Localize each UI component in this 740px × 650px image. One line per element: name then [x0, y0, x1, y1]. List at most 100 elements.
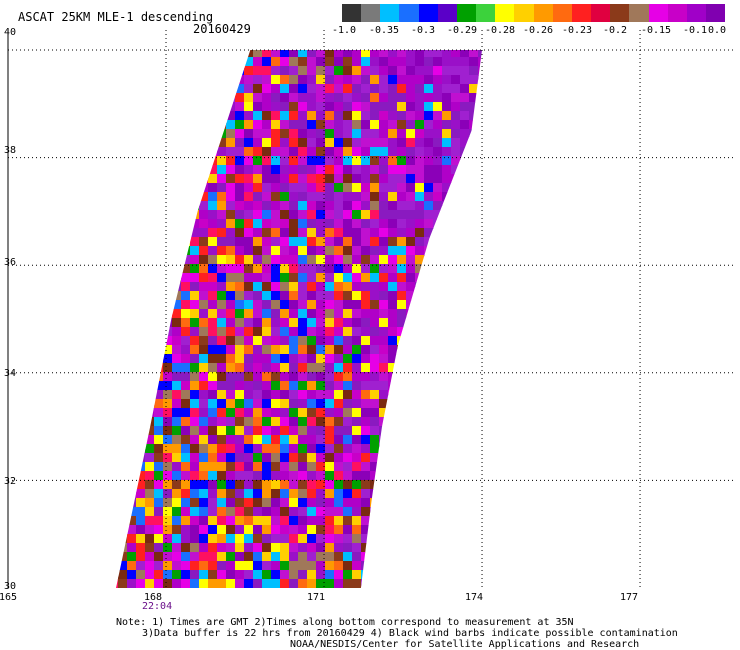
- swath-cell: [514, 588, 524, 598]
- swath-cell: [145, 147, 155, 157]
- swath-cell: [145, 39, 155, 49]
- swath-cell: [424, 345, 434, 355]
- swath-cell: [235, 156, 245, 166]
- swath-cell: [235, 219, 245, 229]
- swath-cell: [118, 534, 128, 544]
- swath-cell: [397, 435, 407, 445]
- swath-cell: [361, 381, 371, 391]
- swath-cell: [244, 318, 254, 328]
- swath-cell: [116, 372, 119, 382]
- swath-cell: [244, 462, 254, 472]
- swath-cell: [271, 174, 281, 184]
- swath-cell: [343, 525, 353, 535]
- swath-cell: [469, 561, 479, 571]
- swath-cell: [199, 498, 209, 508]
- swath-cell: [325, 516, 335, 526]
- swath-cell: [433, 246, 443, 256]
- swath-cell: [397, 525, 407, 535]
- swath-cell: [316, 75, 326, 85]
- swath-cell: [514, 570, 524, 580]
- swath-cell: [280, 210, 290, 220]
- swath-cell: [190, 327, 200, 337]
- swath-cell: [343, 246, 353, 256]
- swath-cell: [424, 273, 434, 283]
- swath-cell: [244, 129, 254, 139]
- swath-cell: [253, 570, 263, 580]
- swath-cell: [271, 543, 281, 553]
- swath-cell: [496, 336, 506, 346]
- swath-cell: [253, 480, 263, 490]
- swath-cell: [307, 50, 317, 58]
- swath-cell: [415, 165, 425, 175]
- swath-cell: [451, 435, 461, 445]
- swath-cell: [100, 219, 110, 229]
- swath-cell: [307, 165, 317, 175]
- swath-cell: [505, 552, 515, 562]
- swath-cell: [478, 246, 482, 256]
- swath-cell: [523, 219, 533, 229]
- swath-cell: [172, 489, 182, 499]
- swath-cell: [118, 372, 128, 382]
- swath-cell: [478, 300, 482, 310]
- swath-cell: [181, 327, 191, 337]
- swath-cell: [334, 165, 344, 175]
- swath-cell: [127, 543, 137, 553]
- swath-cell: [181, 336, 191, 346]
- swath-cell: [163, 75, 173, 85]
- swath-cell: [487, 219, 497, 229]
- swath-cell: [127, 129, 137, 139]
- swath-cell: [460, 291, 470, 301]
- swath-cell: [181, 57, 191, 67]
- swath-cell: [523, 147, 533, 157]
- swath-cell: [388, 309, 398, 319]
- swath-cell: [514, 336, 524, 346]
- swath-cell: [307, 480, 317, 490]
- swath-cell: [343, 84, 353, 94]
- swath-cell: [478, 534, 482, 544]
- swath-cell: [280, 102, 290, 112]
- swath-cell: [298, 543, 308, 553]
- swath-cell: [523, 570, 533, 580]
- swath-cell: [289, 588, 299, 598]
- swath-cell: [415, 138, 425, 148]
- swath-cell: [118, 390, 128, 400]
- swath-cell: [217, 174, 227, 184]
- swath-cell: [244, 84, 254, 94]
- swath-cell: [460, 273, 470, 283]
- swath-cell: [460, 561, 470, 571]
- swath-cell: [289, 183, 299, 193]
- swath-cell: [343, 336, 353, 346]
- swath-cell: [235, 210, 245, 220]
- swath-cell: [379, 534, 389, 544]
- swath-cell: [217, 399, 227, 409]
- swath-cell: [514, 354, 524, 364]
- swath-cell: [163, 93, 173, 103]
- swath-cell: [118, 219, 128, 229]
- swath-cell: [118, 246, 128, 256]
- swath-cell: [433, 201, 443, 211]
- swath-cell: [208, 435, 218, 445]
- swath-cell: [298, 471, 308, 481]
- swath-cell: [469, 39, 479, 49]
- swath-cell: [163, 435, 173, 445]
- swath-cell: [334, 381, 344, 391]
- swath-cell: [451, 363, 461, 373]
- swath-cell: [199, 138, 209, 148]
- swath-cell: [523, 183, 533, 193]
- swath-cell: [253, 93, 263, 103]
- swath-cell: [334, 363, 344, 373]
- swath-cell: [280, 300, 290, 310]
- swath-cell: [181, 570, 191, 580]
- swath-cell: [424, 579, 434, 588]
- swath-cell: [116, 516, 119, 526]
- swath-cell: [199, 534, 209, 544]
- swath-cell: [199, 408, 209, 418]
- swath-cell: [505, 354, 515, 364]
- swath-cell: [379, 309, 389, 319]
- swath-cell: [244, 219, 254, 229]
- swath-cell: [154, 552, 164, 562]
- swath-cell: [127, 273, 137, 283]
- product-title: ASCAT 25KM MLE-1 descending: [18, 10, 214, 24]
- swath-cell: [487, 498, 497, 508]
- swath-cell: [289, 417, 299, 427]
